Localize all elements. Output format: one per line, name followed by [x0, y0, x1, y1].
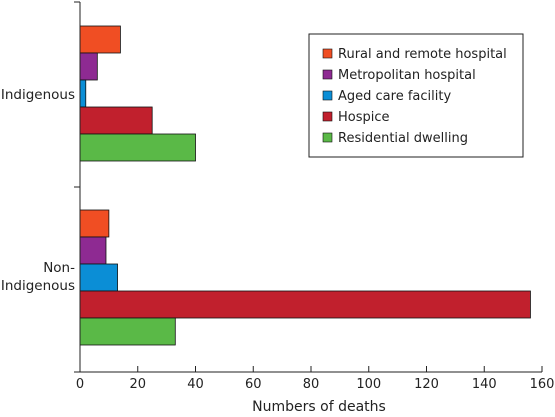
bar — [79, 52, 98, 81]
category-labels-group: Indigenous Non-Indigenous — [1, 87, 75, 294]
x-axis-label: Numbers of deaths — [252, 399, 386, 415]
x-tick-label: 120 — [414, 377, 439, 392]
bar — [79, 317, 176, 346]
x-ticks-group: 0 20 40 60 80 100 120 140 160 — [76, 366, 555, 392]
x-tick-label: 0 — [76, 377, 84, 392]
legend-swatch — [322, 90, 333, 101]
bar — [79, 236, 107, 265]
legend-box — [308, 33, 524, 158]
legend-swatch — [322, 69, 333, 80]
bar — [79, 106, 153, 135]
legend: Rural and remote hospital Metropolitan ho… — [308, 33, 524, 158]
legend-label: Metropolitan hospital — [338, 68, 476, 83]
legend-label: Hospice — [338, 110, 390, 125]
legend-label: Rural and remote hospital — [338, 47, 507, 62]
x-tick-label: 100 — [356, 377, 381, 392]
category-label: Non-Indigenous — [1, 260, 75, 294]
x-tick-label: 60 — [245, 377, 262, 392]
x-tick-label: 40 — [187, 377, 204, 392]
bars-group — [79, 25, 531, 346]
x-tick-label: 20 — [129, 377, 146, 392]
bar — [79, 25, 121, 54]
legend-swatch — [322, 132, 333, 143]
bar — [79, 263, 118, 292]
legend-swatch — [322, 48, 333, 59]
x-tick-label: 140 — [472, 377, 497, 392]
bar — [79, 290, 531, 319]
category-label: Indigenous — [1, 87, 75, 103]
bar — [79, 133, 196, 162]
bar — [79, 79, 87, 108]
x-tick-label: 80 — [303, 377, 320, 392]
x-tick-label: 160 — [530, 377, 555, 392]
legend-label: Residential dwelling — [338, 131, 468, 146]
bar — [79, 209, 110, 238]
legend-label: Aged care facility — [338, 89, 451, 104]
legend-swatch — [322, 111, 333, 122]
